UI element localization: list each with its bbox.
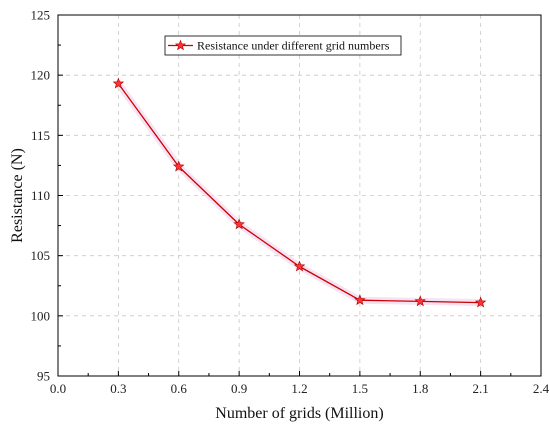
data-point-star	[354, 294, 366, 306]
y-axis-title: Resistance (N)	[9, 148, 26, 243]
y-tick-label: 120	[31, 68, 51, 83]
data-point-star	[293, 260, 306, 272]
x-tick-label: 1.5	[352, 381, 368, 396]
data-point-star	[172, 160, 185, 172]
data-point-star	[474, 296, 487, 308]
x-tick-label: 2.4	[533, 381, 550, 396]
x-tick-label: 0.9	[231, 381, 247, 396]
y-tick-label: 115	[31, 128, 50, 143]
x-tick-label: 1.2	[291, 381, 307, 396]
legend-label: Resistance under different grid numbers	[197, 39, 390, 53]
y-tick-label: 125	[31, 8, 51, 23]
x-tick-label: 2.1	[473, 381, 489, 396]
x-tick-label: 0.6	[171, 381, 188, 396]
x-tick-label: 0.3	[110, 381, 126, 396]
x-tick-label: 1.8	[412, 381, 428, 396]
legend-star-marker	[174, 39, 187, 51]
y-tick-label: 95	[37, 369, 50, 384]
legend-box	[164, 35, 402, 56]
grid-lines	[58, 15, 541, 376]
x-axis-title: Number of grids (Million)	[215, 405, 383, 422]
y-tick-label: 110	[31, 188, 50, 203]
data-point-star	[112, 77, 125, 89]
legend: Resistance under different grid numbers	[164, 35, 402, 56]
axis-ticks: 0.0 0.3 0.6 0.9 1.2 1.5 1.8 2.1 2.4 95 100 105 110 11…	[31, 8, 550, 397]
x-tick-label: 0.0	[50, 381, 66, 396]
data-point-star	[233, 218, 245, 230]
data-point-star	[414, 295, 427, 307]
series-layer	[112, 77, 487, 308]
y-tick-label: 105	[31, 248, 51, 263]
y-tick-label: 100	[31, 308, 51, 323]
